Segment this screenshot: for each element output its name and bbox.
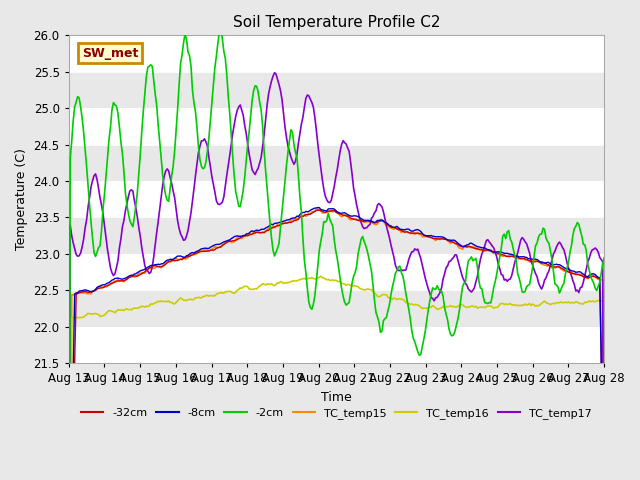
Bar — [68, 108, 604, 144]
Bar — [68, 36, 604, 72]
Legend: -32cm, -8cm, -2cm, TC_temp15, TC_temp16, TC_temp17: -32cm, -8cm, -2cm, TC_temp15, TC_temp16,… — [77, 403, 596, 423]
Y-axis label: Temperature (C): Temperature (C) — [15, 148, 28, 250]
Title: Soil Temperature Profile C2: Soil Temperature Profile C2 — [233, 15, 440, 30]
Bar — [68, 217, 604, 254]
Bar — [68, 326, 604, 363]
Bar — [68, 144, 604, 181]
Text: SW_met: SW_met — [82, 47, 138, 60]
X-axis label: Time: Time — [321, 391, 352, 404]
Bar — [68, 254, 604, 290]
Bar — [68, 72, 604, 108]
Bar — [68, 290, 604, 326]
Bar — [68, 181, 604, 217]
